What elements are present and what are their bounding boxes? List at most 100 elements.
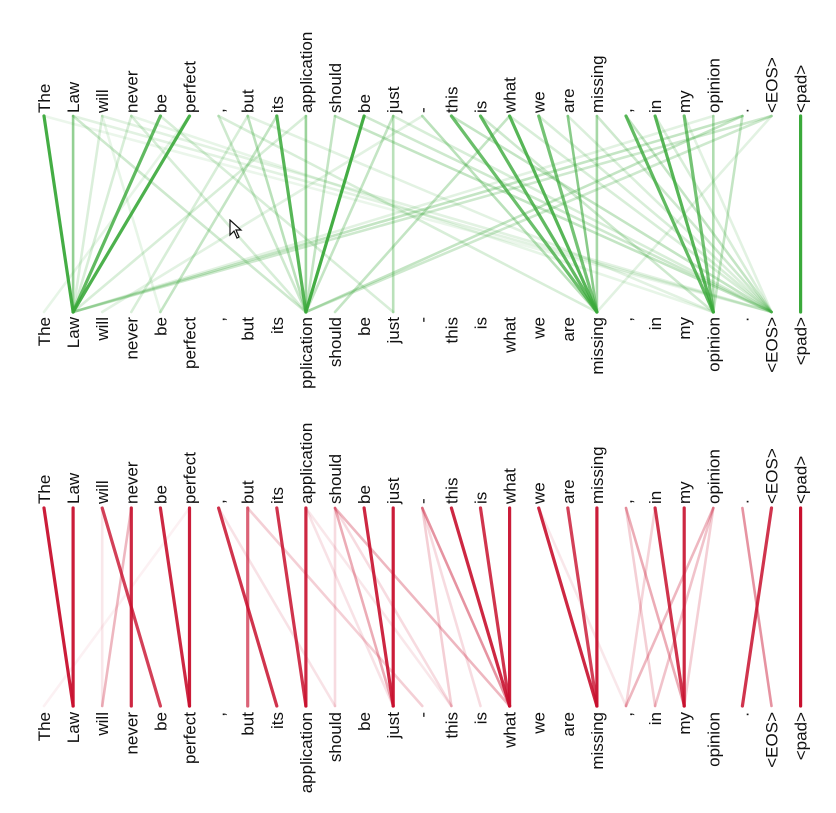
bottom-attention-edge	[333, 506, 453, 708]
top-bottom-token-label: The	[35, 317, 54, 346]
top-attention-edge	[537, 114, 599, 314]
top-bottom-token-label: be	[355, 317, 374, 336]
bottom-bottom-token-label: opinion	[704, 712, 723, 767]
bottom-attention-edge	[275, 506, 308, 708]
top-bottom-token-label: my	[675, 317, 694, 340]
top-top-token-label: Law	[64, 81, 83, 113]
bottom-attention-edge	[449, 506, 512, 708]
bottom-top-token-label: are	[559, 479, 578, 504]
bottom-top-token-label: in	[646, 491, 665, 504]
top-bottom-token-label: pplication	[297, 317, 316, 389]
top-top-token-label: opinion	[704, 58, 723, 113]
top-top-token-label: my	[675, 90, 694, 113]
top-attention-edge	[653, 114, 773, 314]
top-attention-edge	[217, 114, 599, 314]
bottom-bottom-token-label: application	[297, 712, 316, 793]
top-top-token-label: in	[646, 100, 665, 113]
top-bottom-token-label: this	[442, 317, 461, 343]
bottom-top-token-label: <pad>	[792, 456, 811, 504]
top-bottom-token-label: ,	[617, 317, 636, 322]
bottom-top-token-label: application	[297, 423, 316, 504]
top-attention-edge	[275, 114, 308, 314]
top-top-token-label: be	[151, 94, 170, 113]
bottom-top-token-label: opinion	[704, 449, 723, 504]
bottom-bottom-token-label: should	[326, 712, 345, 762]
top-top-token-label: this	[442, 87, 461, 113]
top-attention-edge	[333, 114, 511, 314]
top-top-token-label: ,	[210, 108, 229, 113]
top-attention-edge	[71, 114, 192, 314]
top-bottom-token-label: will	[93, 317, 112, 342]
top-panel-query-labels: The Law will never be perfect, but its applicati…	[35, 32, 811, 114]
bottom-top-token-label: -	[413, 498, 432, 504]
top-bottom-token-label: just	[384, 317, 403, 345]
top-attention-edge	[246, 114, 715, 314]
bottom-bottom-token-label: are	[559, 712, 578, 737]
bottom-bottom-token-label: what	[501, 712, 520, 749]
top-attention-edge	[508, 114, 773, 314]
top-top-token-label: what	[501, 77, 520, 114]
top-attention-edge	[246, 114, 308, 314]
top-attention-panel: The Law will never be perfect, but its applicati…	[35, 32, 811, 389]
top-top-token-label: will	[93, 89, 112, 114]
top-attention-edge	[595, 114, 773, 314]
top-attention-edge	[682, 114, 715, 314]
bottom-bottom-token-label: <pad>	[792, 712, 811, 760]
top-attention-edge	[71, 114, 773, 314]
top-attention-edge	[537, 114, 773, 314]
bottom-attention-edge	[42, 506, 191, 708]
bottom-bottom-token-label: in	[646, 712, 665, 725]
top-top-token-label: but	[239, 89, 258, 113]
bottom-top-token-label: what	[501, 468, 520, 505]
bottom-bottom-token-label: missing	[588, 712, 607, 770]
bottom-attention-edge	[566, 506, 599, 708]
top-top-token-label: ,	[617, 108, 636, 113]
top-top-token-label: missing	[588, 55, 607, 113]
top-attention-edge	[362, 114, 773, 314]
bottom-bottom-token-label: we	[530, 712, 549, 735]
bottom-top-token-label: .	[733, 499, 752, 504]
top-attention-edge	[100, 114, 424, 314]
bottom-bottom-token-label: its	[268, 712, 287, 729]
bottom-bottom-token-label: be	[355, 712, 374, 731]
top-attention-edge	[304, 114, 395, 314]
bottom-top-token-label: my	[675, 481, 694, 504]
bottom-top-token-label: <EOS>	[763, 448, 782, 504]
bottom-top-token-label: we	[530, 482, 549, 505]
bottom-attention-edges	[42, 506, 803, 708]
top-bottom-token-label: ,	[210, 317, 229, 322]
top-attention-edge	[450, 114, 773, 314]
bottom-top-token-label: will	[93, 480, 112, 505]
top-bottom-token-label: <pad>	[792, 317, 811, 365]
top-attention-edge	[42, 114, 773, 314]
bottom-top-token-label: never	[122, 461, 141, 504]
bottom-top-token-label: this	[442, 478, 461, 504]
bottom-top-token-label: just	[384, 477, 403, 505]
top-attention-edge	[130, 114, 249, 314]
top-top-token-label: just	[384, 86, 403, 114]
top-bottom-token-label: opinion	[704, 317, 723, 372]
bottom-attention-edge	[420, 506, 482, 708]
bottom-bottom-token-label: -	[413, 712, 432, 718]
top-bottom-token-label: perfect	[181, 317, 200, 369]
top-bottom-token-label: its	[268, 317, 287, 334]
bottom-bottom-token-label: ,	[210, 712, 229, 717]
bottom-attention-edge	[653, 506, 715, 708]
top-bottom-token-label: never	[122, 317, 141, 360]
bottom-attention-edge	[653, 506, 686, 708]
bottom-bottom-token-label: will	[93, 712, 112, 737]
bottom-attention-edge	[100, 506, 133, 708]
top-bottom-token-label: but	[239, 317, 258, 341]
bottom-bottom-token-label: Law	[64, 711, 83, 743]
top-attention-edge	[478, 114, 599, 314]
bottom-bottom-token-label: just	[384, 712, 403, 740]
top-top-token-label: we	[530, 91, 549, 114]
bottom-attention-edge	[420, 506, 453, 708]
top-attention-edge	[71, 114, 308, 314]
bottom-attention-edge	[420, 506, 511, 708]
bottom-attention-edge	[740, 506, 774, 708]
bottom-top-token-label: its	[268, 487, 287, 504]
top-attention-edge	[217, 114, 308, 314]
bottom-attention-edge	[333, 506, 511, 708]
top-top-token-label: never	[122, 70, 141, 113]
